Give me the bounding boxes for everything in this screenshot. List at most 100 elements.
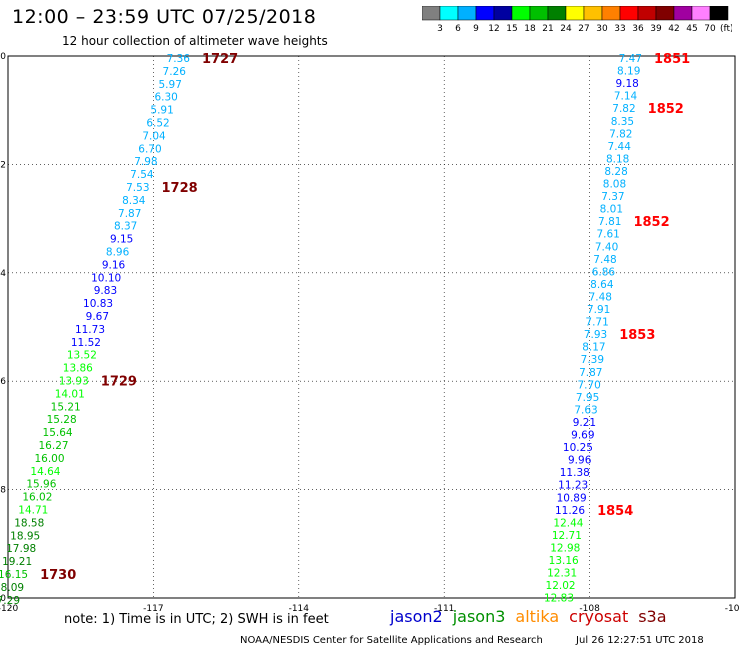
pass-time-label: 1852 <box>648 102 684 117</box>
wave-height-value: 14.71 <box>18 505 48 517</box>
wave-height-value: 7.82 <box>609 128 632 140</box>
colorbar-label: 6 <box>455 24 461 34</box>
wave-height-value: 6.70 <box>138 143 161 155</box>
wave-height-value: 12.83 <box>544 593 574 605</box>
pass-time-label: 1851 <box>654 52 690 67</box>
footer: NOAA/NESDIS Center for Satellite Applica… <box>240 635 704 646</box>
wave-height-value: 7.48 <box>593 254 616 266</box>
colorbar-label: 70 <box>704 24 716 34</box>
legend-item-s3a: s3a <box>638 607 667 626</box>
wave-height-value: 7.44 <box>608 141 632 153</box>
wave-height-value: 8.35 <box>611 116 634 128</box>
colorbar-swatch <box>709 6 729 21</box>
pass-time-label: 1854 <box>597 504 633 519</box>
lon-tick-label: -105 <box>725 604 740 614</box>
wave-height-value: 5.97 <box>159 79 182 91</box>
legend-item-jason3: jason3 <box>452 607 506 626</box>
wave-height-value: 7.26 <box>163 66 187 78</box>
wave-height-value: 6.30 <box>154 92 177 104</box>
legend-item-altika: altika <box>515 607 560 626</box>
lat-tick-label: -32 <box>0 160 6 170</box>
wave-height-value: 18.95 <box>10 530 40 542</box>
legend-item-jason2: jason2 <box>390 607 443 626</box>
wave-height-value: 8.19 <box>617 66 640 78</box>
page-title: 12:00 – 23:59 UTC 07/25/2018 <box>12 6 317 28</box>
colorbar-label: 12 <box>488 24 499 34</box>
lat-tick-label: -38 <box>0 486 6 496</box>
wave-height-value: 9.15 <box>110 234 133 246</box>
colorbar-label: 27 <box>578 24 589 34</box>
wave-height-value: 17.98 <box>6 543 36 555</box>
wave-height-value: 10.83 <box>83 298 113 310</box>
wave-height-value: 9.83 <box>94 285 117 297</box>
wave-height-value: 10.25 <box>563 442 593 454</box>
wave-height-value: 8.28 <box>604 166 627 178</box>
wave-height-value: 12.71 <box>552 530 582 542</box>
lon-tick-label: -111 <box>434 604 454 614</box>
wave-height-value: 9.21 <box>573 417 596 429</box>
wave-height-value: 16.00 <box>34 453 64 465</box>
wave-height-value: 11.73 <box>75 324 105 336</box>
wave-height-value: 13.93 <box>59 376 89 388</box>
wave-height-value: 12.98 <box>550 542 580 554</box>
wave-height-value: 8.64 <box>590 279 614 291</box>
wave-height-value: 16.15 <box>0 569 28 581</box>
lon-tick-label: -117 <box>143 604 163 614</box>
wave-height-value: 7.93 <box>584 329 607 341</box>
wave-height-value: 7.40 <box>595 241 618 253</box>
wave-height-value: 8.34 <box>122 195 146 207</box>
wave-height-value: 8.37 <box>114 221 137 233</box>
wave-height-value: 6.86 <box>592 266 616 278</box>
wave-height-value: 7.04 <box>142 130 166 142</box>
wave-height-value: 12.31 <box>547 568 577 580</box>
lat-tick-label: -30 <box>0 52 6 62</box>
wave-height-value: 7.61 <box>596 229 619 241</box>
colorbar-label: 9 <box>473 24 479 34</box>
wave-height-value: 13.16 <box>549 555 579 567</box>
wave-height-value: 7.98 <box>134 156 157 168</box>
lat-tick-label: -34 <box>0 269 6 279</box>
colorbar-label: 36 <box>632 24 644 34</box>
lon-tick-label: -120 <box>0 604 18 614</box>
wave-height-value: 7.81 <box>598 216 621 228</box>
wave-height-value: 8.01 <box>600 204 623 216</box>
wave-height-value: 7.91 <box>587 304 610 316</box>
legend-item-cryosat: cryosat <box>569 607 629 626</box>
colorbar-label: 24 <box>560 24 572 34</box>
colorbar-label: 30 <box>596 24 608 34</box>
wave-height-value: 7.95 <box>576 392 599 404</box>
footer-timestamp: Jul 26 12:27:51 UTC 2018 <box>576 635 704 646</box>
wave-height-value: 7.47 <box>619 53 642 65</box>
wave-height-value: 18.58 <box>14 517 44 529</box>
satellite-legend: jason2 jason3 altika cryosat s3a <box>390 607 677 626</box>
wave-height-value: 15.96 <box>26 479 56 491</box>
page-subtitle: 12 hour collection of altimeter wave hei… <box>62 34 328 48</box>
lon-tick-label: -108 <box>579 604 600 614</box>
wave-height-value: 7.54 <box>130 169 154 181</box>
wave-height-value: 10.10 <box>91 272 121 284</box>
wave-height-value: 7.53 <box>126 182 149 194</box>
wave-height-value: 11.38 <box>560 467 590 479</box>
colorbar-label: 45 <box>686 24 697 34</box>
wave-height-value: 7.14 <box>614 91 638 103</box>
wave-height-value: 7.39 <box>581 354 604 366</box>
wave-height-value: 8.17 <box>582 342 605 354</box>
wave-height-value: 8.96 <box>106 247 130 259</box>
wave-height-value: 12.44 <box>553 517 583 529</box>
wave-height-value: 7.48 <box>589 291 612 303</box>
wave-height-value: 15.21 <box>51 401 81 413</box>
wave-height-value: 9.18 <box>615 78 638 90</box>
wave-height-value: 9.67 <box>86 311 109 323</box>
pass-time-label: 1852 <box>633 215 669 230</box>
colorbar-label: 18 <box>524 24 536 34</box>
pass-time-label: 1730 <box>40 568 76 583</box>
wave-height-value: 15.28 <box>47 414 77 426</box>
colorbar-label: 15 <box>506 24 517 34</box>
map-frame <box>7 55 736 599</box>
wave-height-value: 7.82 <box>612 103 635 115</box>
wave-height-value: 12.02 <box>546 580 576 592</box>
wave-height-value: 10.89 <box>557 492 587 504</box>
pass-time-label: 1728 <box>162 181 198 196</box>
